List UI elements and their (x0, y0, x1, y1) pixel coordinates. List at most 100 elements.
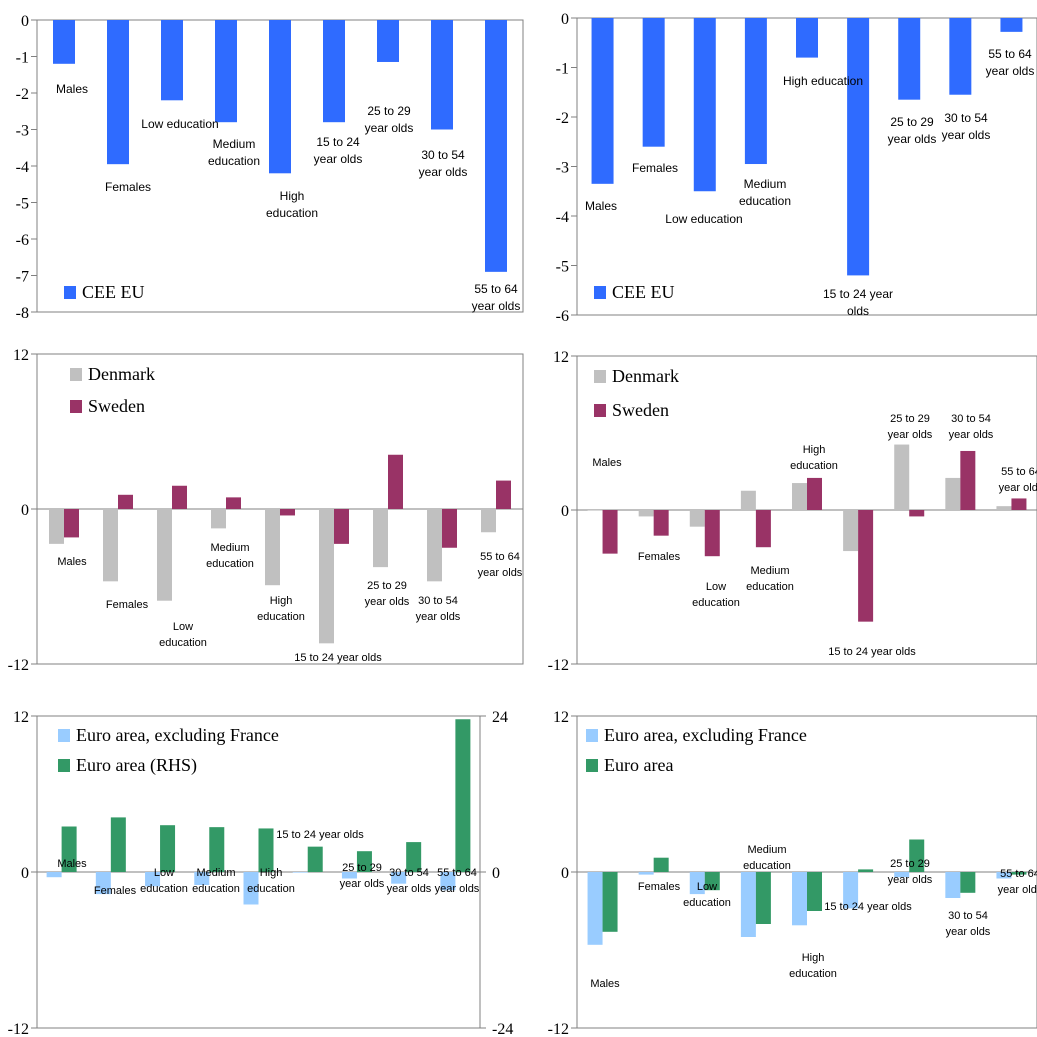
category-label: 25 to 29 year olds (340, 862, 385, 890)
bar-cee-eu (377, 20, 399, 62)
y-tick-label: 12 (553, 349, 569, 366)
category-label: High education (789, 952, 837, 980)
y-tick-label: 12 (553, 709, 569, 726)
bar-euro-area-excluding-france (194, 872, 210, 885)
bar-cee-eu (949, 18, 972, 95)
y-tick-label: -1 (16, 50, 29, 67)
category-label: 15 to 24 year olds (276, 829, 364, 841)
bar-euro-area-rhs (110, 817, 126, 872)
category-label: Medium education (208, 137, 260, 168)
bar-sweden (704, 510, 720, 557)
legend-label: Euro area, excluding France (76, 725, 279, 745)
bar-euro-area-excluding-france (587, 872, 603, 945)
y-right-tick-label: 24 (492, 709, 508, 726)
y-tick-label: -6 (556, 308, 569, 325)
bar-euro-area-excluding-france (440, 872, 456, 891)
bar-sweden (226, 497, 241, 509)
bar-euro-area-rhs (307, 846, 323, 872)
bar-euro-area (1011, 872, 1027, 875)
category-label: Males (590, 978, 620, 990)
legend-swatch (594, 286, 606, 299)
bar-sweden (280, 509, 295, 516)
legend-swatch (586, 729, 598, 742)
category-label: High education (790, 444, 838, 472)
category-label: Males (585, 199, 617, 213)
category-label: 30 to 54 year olds (942, 111, 991, 142)
bar-cee-eu (53, 20, 75, 64)
category-label: 30 to 54 year olds (419, 148, 468, 179)
category-label: Males (57, 556, 87, 568)
bar-euro-area-rhs (356, 851, 372, 872)
category-label: Medium education (739, 177, 791, 208)
category-label: 25 to 29 year olds (888, 858, 933, 886)
bar-euro-area-excluding-france (792, 872, 807, 926)
category-label: 25 to 29 year olds (365, 580, 410, 608)
category-label: 25 to 29 year olds (888, 413, 933, 441)
bar-euro-area-excluding-france (638, 872, 654, 875)
y-tick-label: 0 (21, 13, 29, 30)
y-tick-label: -12 (548, 657, 569, 674)
bar-sweden (807, 477, 822, 510)
bar-denmark (689, 510, 705, 527)
y-tick-label: -2 (556, 110, 569, 127)
bar-cee-eu (591, 18, 614, 184)
bar-cee-eu (642, 18, 665, 147)
legend-swatch (594, 370, 606, 383)
category-label: Low education (159, 621, 207, 649)
category-label: Medium education (746, 565, 794, 593)
bar-denmark (740, 490, 756, 510)
bar-denmark (843, 510, 859, 552)
bar-cee-eu (323, 20, 345, 123)
category-label: High education (266, 189, 318, 220)
category-label: 15 to 24 year olds (294, 652, 382, 664)
legend-label: Euro area (604, 755, 673, 775)
category-label: High education (247, 867, 295, 895)
chart-1: 0 -1 -2 -3 -4 -5 -6 -7 -8 Males Females Low educati… (16, 13, 524, 322)
bar-denmark (792, 483, 807, 510)
y-tick-label: -4 (556, 209, 569, 226)
category-label: 30 to 54 year olds (387, 867, 432, 895)
bar-cee-eu (1000, 18, 1023, 32)
y-tick-label: -1 (556, 61, 569, 78)
bar-sweden (1011, 498, 1027, 510)
bar-sweden (172, 485, 187, 509)
bar-denmark (265, 509, 280, 586)
y-tick-label: 0 (21, 865, 29, 882)
category-label: Females (638, 881, 681, 893)
bar-euro-area (858, 869, 874, 872)
y-tick-label: -3 (556, 160, 569, 177)
bar-sweden (909, 510, 925, 517)
legend-swatch (64, 286, 76, 299)
legend-label: Euro area, excluding France (604, 725, 807, 745)
category-label: Males (57, 858, 87, 870)
category-label: Females (94, 885, 137, 897)
y-right-tick-label: 0 (492, 865, 500, 882)
chart-2: 0 -1 -2 -3 -4 -5 -6 Males Females Low education Me… (556, 11, 1037, 325)
legend-label: Denmark (88, 364, 155, 384)
bar-sweden (496, 480, 511, 509)
category-label: Low education (665, 212, 742, 226)
y-tick-label: 0 (561, 503, 569, 520)
bar-denmark (427, 509, 442, 582)
legend-swatch (58, 729, 70, 742)
bar-euro-area-rhs (160, 825, 176, 872)
bar-sweden (602, 510, 618, 554)
category-label: Low education (683, 881, 731, 909)
bar-denmark (894, 444, 910, 510)
bar-euro-area (755, 872, 771, 924)
y-tick-label: 0 (561, 11, 569, 28)
category-label: Low education (692, 581, 740, 609)
bar-cee-eu (796, 18, 818, 58)
y-right-tick-label: -24 (492, 1021, 513, 1037)
bar-euro-area-excluding-france (843, 872, 859, 909)
bar-euro-area-rhs (61, 826, 77, 872)
bar-denmark (319, 509, 334, 644)
bar-sweden (653, 510, 669, 536)
bar-euro-area-excluding-france (341, 872, 357, 879)
chart-3: 12 0 -12 Males Females Low education Medium educ… (8, 347, 524, 674)
bar-cee-eu (431, 20, 453, 130)
